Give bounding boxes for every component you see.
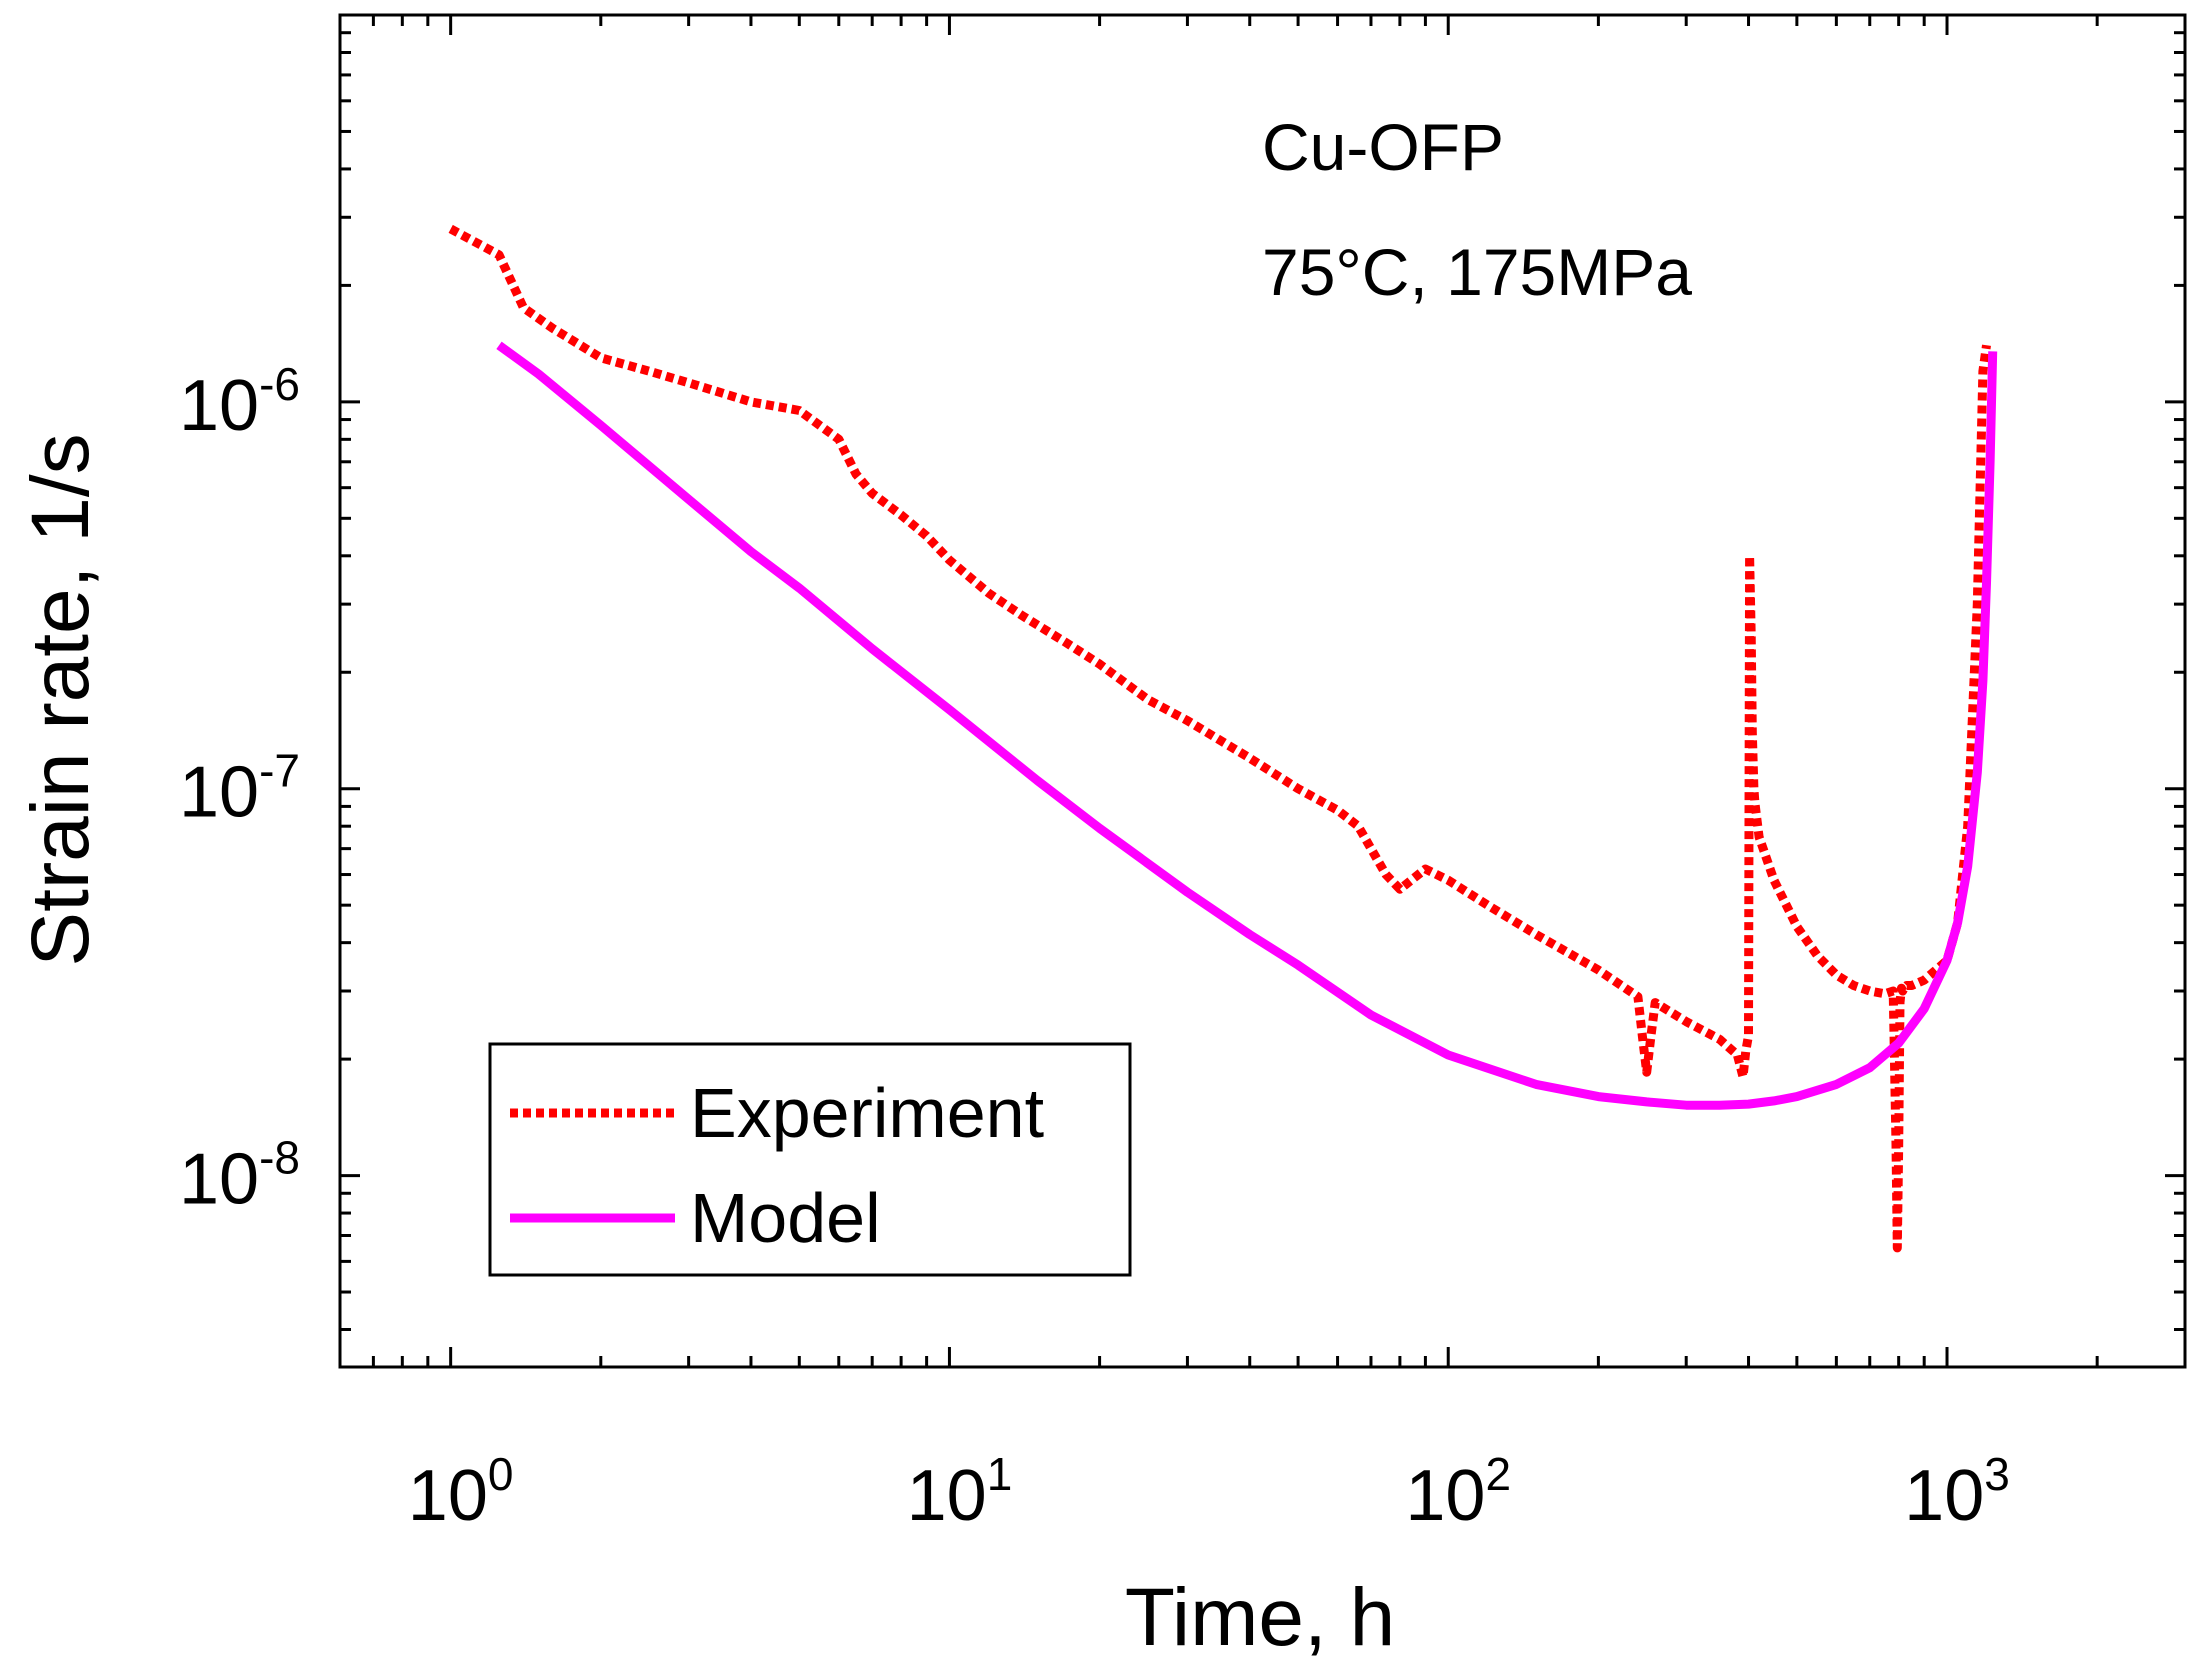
legend: Experiment Model <box>488 1042 1132 1277</box>
y-tick-base: 10 <box>179 753 259 833</box>
x-tick-exponent: 1 <box>987 1448 1013 1500</box>
annotation-conditions: 75°C, 175MPa <box>1262 235 1692 309</box>
x-tick-base: 10 <box>1405 1456 1485 1536</box>
y-tick-base: 10 <box>179 1140 259 1220</box>
svg-text:101: 101 <box>907 1448 1013 1536</box>
y-tick-exponent: -8 <box>259 1132 300 1184</box>
x-axis-title: Time, h <box>1125 1572 1395 1663</box>
series-line-model <box>496 341 1998 1110</box>
x-tick-exponent: 0 <box>488 1448 514 1500</box>
x-tick-base: 10 <box>1904 1456 1984 1536</box>
legend-box <box>488 1042 1132 1277</box>
y-tick-base: 10 <box>179 366 259 446</box>
series-layer <box>448 224 1998 1253</box>
y-tick-exponent: -6 <box>259 358 300 410</box>
x-tick-base: 10 <box>907 1456 987 1536</box>
x-tick-exponent: 2 <box>1485 1448 1511 1500</box>
y-tick-label: 10-7 <box>179 745 300 833</box>
y-tick-exponent: -7 <box>259 745 300 797</box>
x-tick-exponent: 3 <box>1984 1448 2010 1500</box>
legend-label-experiment: Experiment <box>690 1074 1044 1152</box>
tick-marks <box>338 13 2187 1367</box>
svg-text:10-8: 10-8 <box>179 1132 300 1220</box>
x-tick-label: 102 <box>1405 1448 1511 1536</box>
x-tick-label: 103 <box>1904 1448 2010 1536</box>
x-tick-base: 10 <box>408 1456 488 1536</box>
svg-text:100: 100 <box>408 1448 514 1536</box>
svg-text:102: 102 <box>1405 1448 1511 1536</box>
y-axis-title: Strain rate, 1/s <box>15 433 106 966</box>
svg-text:10-7: 10-7 <box>179 745 300 833</box>
y-tick-label: 10-6 <box>179 358 300 446</box>
series-line-experiment <box>448 224 1991 1253</box>
legend-label-model: Model <box>690 1179 881 1257</box>
svg-text:103: 103 <box>1904 1448 2010 1536</box>
svg-text:10-6: 10-6 <box>179 358 300 446</box>
annotation-material: Cu-OFP <box>1262 110 1504 184</box>
plot-frame <box>338 13 2187 1369</box>
y-tick-label: 10-8 <box>179 1132 300 1220</box>
x-tick-label: 100 <box>408 1448 514 1536</box>
x-tick-label: 101 <box>907 1448 1013 1536</box>
